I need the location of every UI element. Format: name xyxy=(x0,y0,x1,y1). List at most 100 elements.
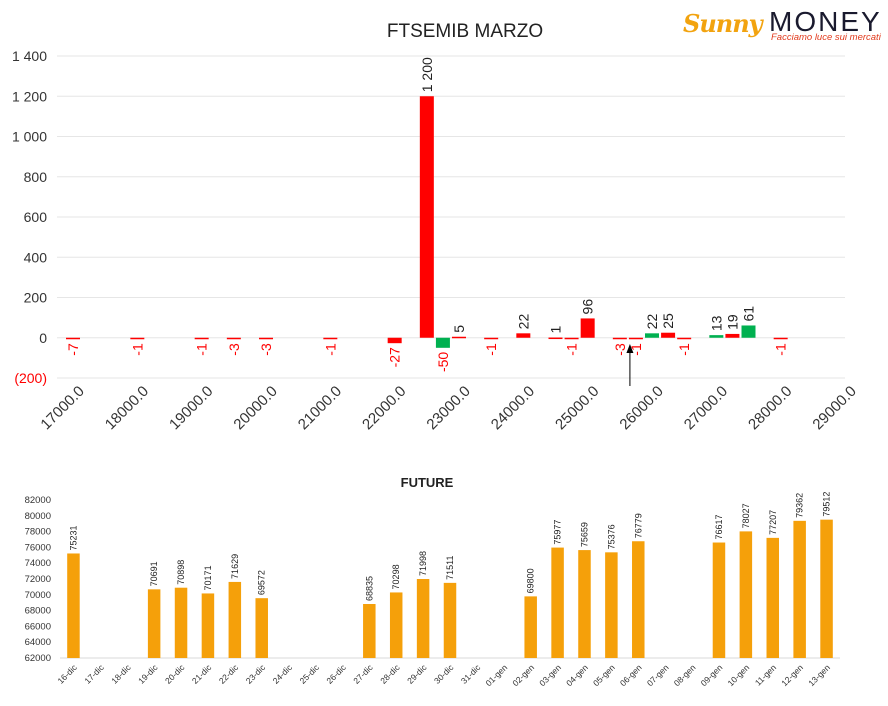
future-data-label: 69572 xyxy=(257,570,267,595)
top-bar xyxy=(484,337,499,340)
top-data-label: -1 xyxy=(564,343,580,356)
future-bar xyxy=(766,537,780,658)
future-x-tick-label: 24-dic xyxy=(271,662,295,686)
future-y-tick-label: 64000 xyxy=(25,637,51,648)
top-bar xyxy=(645,333,659,338)
future-data-label: 76617 xyxy=(714,514,724,539)
future-data-label: 71998 xyxy=(418,551,428,576)
top-x-tick-label: 28000.0 xyxy=(745,383,795,433)
top-bar xyxy=(580,318,595,338)
future-bar xyxy=(524,596,537,658)
top-bar xyxy=(628,337,643,340)
future-bar xyxy=(443,582,457,658)
future-x-tick-label: 22-dic xyxy=(217,662,241,686)
future-bar xyxy=(147,589,161,658)
future-bar xyxy=(578,550,591,658)
future-data-label: 75659 xyxy=(579,522,589,547)
future-x-tick-label: 12-gen xyxy=(779,662,805,688)
future-data-label: 71511 xyxy=(445,556,455,580)
future-data-label: 77207 xyxy=(768,510,778,535)
future-x-tick-label: 02-gen xyxy=(510,662,536,688)
top-y-tick-label: 1 000 xyxy=(12,129,47,145)
future-bar xyxy=(793,520,806,658)
future-bar xyxy=(201,593,215,658)
future-bar xyxy=(389,592,403,658)
top-y-tick-label: 200 xyxy=(24,290,48,306)
future-x-tick-label: 09-gen xyxy=(699,662,725,688)
top-y-tick-label: 1 200 xyxy=(12,88,47,104)
future-x-tick-label: 20-dic xyxy=(163,662,187,686)
top-data-label: -3 xyxy=(612,343,628,356)
top-y-tick-label: (200) xyxy=(14,370,47,386)
future-y-tick-label: 72000 xyxy=(25,574,51,585)
top-y-tick-label: 800 xyxy=(24,169,48,185)
top-bar xyxy=(387,337,402,344)
logo-money-text: MONEY xyxy=(769,6,882,37)
top-bar xyxy=(741,325,756,338)
future-bar xyxy=(228,581,242,658)
future-x-tick-label: 06-gen xyxy=(618,662,644,688)
top-data-label: -1 xyxy=(676,343,692,356)
top-bar xyxy=(612,337,627,340)
top-data-label: -27 xyxy=(387,347,403,367)
top-x-tick-label: 25000.0 xyxy=(552,383,602,433)
top-y-tick-label: 600 xyxy=(24,209,48,225)
future-y-tick-label: 76000 xyxy=(25,542,51,553)
future-x-tick-label: 04-gen xyxy=(564,662,590,688)
future-x-tick-label: 29-dic xyxy=(405,662,429,686)
top-bar xyxy=(548,337,563,340)
top-data-label: 5 xyxy=(451,325,467,333)
top-data-label: 13 xyxy=(708,315,724,331)
sunny-money-logo: Sunny MONEY Facciamo luce sui mercati xyxy=(683,6,883,46)
top-data-label: -1 xyxy=(483,343,499,356)
future-data-label: 70298 xyxy=(391,564,401,589)
top-data-label: -1 xyxy=(194,343,210,356)
top-bar xyxy=(323,337,338,340)
top-data-label: -1 xyxy=(129,343,145,356)
future-y-tick-label: 78000 xyxy=(25,527,51,538)
top-data-label: -7 xyxy=(65,343,81,356)
future-chart-title: FUTURE xyxy=(401,475,454,490)
future-y-tick-label: 82000 xyxy=(25,495,51,506)
future-data-label: 76779 xyxy=(633,513,643,538)
future-y-tick-label: 80000 xyxy=(25,511,51,522)
top-y-tick-label: 400 xyxy=(24,249,48,265)
top-bar xyxy=(259,337,273,340)
top-bar xyxy=(226,337,241,340)
future-x-tick-label: 05-gen xyxy=(591,662,617,688)
marker-arrow-head xyxy=(626,344,634,353)
future-data-label: 78027 xyxy=(741,503,751,528)
future-y-tick-label: 74000 xyxy=(25,558,51,569)
future-x-tick-label: 01-gen xyxy=(483,662,509,688)
future-x-tick-label: 13-gen xyxy=(806,662,832,688)
top-bar xyxy=(419,96,434,338)
future-x-tick-label: 26-dic xyxy=(324,662,348,686)
future-x-tick-label: 11-gen xyxy=(753,662,779,688)
future-data-label: 79512 xyxy=(822,492,832,517)
logo-tagline: Facciamo luce sui mercati xyxy=(771,32,881,43)
top-bar xyxy=(516,333,531,338)
future-data-label: 75231 xyxy=(68,525,78,550)
future-y-tick-label: 62000 xyxy=(25,653,51,664)
top-bar xyxy=(709,335,724,338)
future-data-label: 79362 xyxy=(795,493,805,518)
future-bar xyxy=(174,587,188,658)
top-data-label: 22 xyxy=(644,314,660,330)
future-x-tick-label: 08-gen xyxy=(672,662,698,688)
top-x-tick-label: 26000.0 xyxy=(616,383,666,433)
future-x-tick-label: 10-gen xyxy=(725,662,751,688)
future-bar xyxy=(605,552,618,658)
top-data-label: 25 xyxy=(660,313,676,329)
future-x-tick-label: 31-dic xyxy=(459,662,483,686)
future-x-tick-label: 07-gen xyxy=(645,662,671,688)
future-x-tick-label: 17-dic xyxy=(82,662,106,686)
future-data-label: 68835 xyxy=(364,576,374,601)
future-x-tick-label: 18-dic xyxy=(109,662,133,686)
future-bar xyxy=(551,547,564,658)
top-x-tick-label: 27000.0 xyxy=(681,383,731,433)
future-bar xyxy=(416,579,430,658)
future-data-label: 75376 xyxy=(606,524,616,549)
top-bar xyxy=(725,333,740,338)
